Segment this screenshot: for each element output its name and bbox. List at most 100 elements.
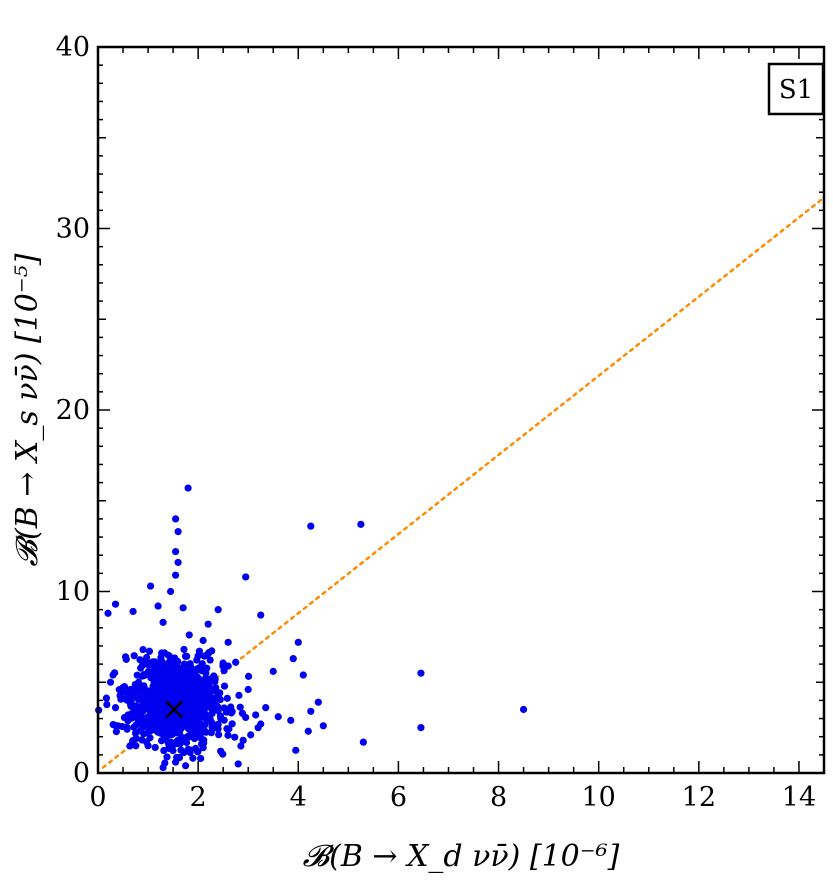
data-point — [304, 727, 312, 735]
data-point — [140, 698, 148, 707]
data-point — [200, 706, 208, 714]
x-tick-label: 0 — [89, 782, 106, 813]
x-axis-title: 𝓑(B → X_d νν̄) [10⁻⁶] — [303, 839, 620, 874]
data-point — [184, 484, 192, 492]
data-point — [257, 720, 265, 728]
data-point — [299, 671, 307, 679]
x-tick-label: 14 — [782, 782, 816, 813]
data-point — [224, 638, 232, 646]
data-point — [172, 739, 181, 747]
data-point — [193, 696, 201, 704]
data-point — [183, 709, 191, 717]
data-point — [172, 515, 180, 523]
data-point — [172, 723, 180, 731]
data-point — [319, 722, 327, 730]
data-point — [174, 717, 182, 725]
data-point — [130, 652, 138, 660]
data-point — [151, 678, 160, 686]
data-point — [244, 685, 252, 694]
data-point — [227, 709, 235, 717]
data-point — [188, 677, 196, 686]
data-point — [186, 660, 194, 668]
data-point — [231, 733, 239, 741]
data-point — [167, 681, 175, 689]
data-point — [130, 723, 138, 731]
data-point — [208, 674, 216, 682]
data-point — [206, 656, 214, 664]
data-point — [158, 649, 166, 657]
data-point — [121, 653, 130, 661]
data-point — [198, 660, 206, 668]
data-point — [112, 728, 120, 736]
data-point — [144, 742, 152, 750]
data-point — [163, 690, 172, 698]
data-point — [163, 753, 171, 761]
y-tick-label: 40 — [56, 32, 90, 63]
data-point — [200, 739, 208, 747]
data-point — [161, 678, 169, 686]
data-point — [189, 754, 197, 762]
data-point — [165, 741, 173, 749]
data-point — [165, 652, 173, 660]
data-point — [217, 747, 225, 755]
data-point — [519, 705, 528, 714]
data-point — [162, 684, 170, 692]
data-point — [140, 671, 148, 680]
y-tick-label: 20 — [56, 395, 90, 426]
data-point — [220, 682, 229, 690]
data-point — [216, 712, 225, 720]
data-point — [167, 587, 175, 596]
data-point — [102, 694, 111, 702]
data-point — [104, 609, 112, 617]
data-point — [136, 656, 144, 664]
data-point — [157, 668, 165, 676]
data-point — [174, 675, 182, 684]
data-point — [155, 702, 163, 710]
data-point — [140, 684, 148, 692]
data-point — [179, 734, 187, 742]
data-point — [237, 742, 245, 750]
panel-tag-label: S1 — [779, 75, 813, 105]
data-point — [357, 520, 365, 528]
data-point — [209, 704, 217, 713]
data-point — [169, 747, 177, 755]
data-point — [215, 731, 223, 739]
data-point — [417, 669, 425, 677]
data-point — [223, 694, 231, 702]
data-point — [180, 720, 188, 728]
data-point — [208, 720, 216, 728]
data-point — [224, 731, 232, 739]
data-point — [307, 707, 315, 715]
data-point — [160, 712, 168, 720]
data-point — [131, 685, 139, 693]
data-point — [294, 638, 302, 646]
data-point — [149, 704, 157, 712]
data-point — [244, 672, 253, 680]
data-point — [307, 522, 315, 530]
data-point — [188, 730, 196, 738]
central-marker-layer — [165, 700, 183, 719]
data-point — [121, 694, 130, 703]
x-tick-label: 10 — [582, 782, 616, 813]
data-point — [103, 700, 111, 709]
data-point — [149, 685, 158, 693]
data-point — [148, 660, 156, 668]
data-point — [159, 618, 167, 626]
data-point — [252, 711, 260, 719]
data-point — [143, 653, 151, 662]
x-tick-label: 2 — [190, 782, 207, 813]
data-point — [196, 724, 204, 733]
data-point — [160, 746, 168, 755]
data-point — [139, 645, 147, 654]
data-point — [171, 690, 180, 698]
data-point — [159, 763, 167, 772]
data-point — [158, 722, 167, 730]
data-point — [289, 655, 297, 663]
data-point — [239, 736, 247, 744]
data-point — [163, 717, 172, 725]
data-point — [214, 606, 222, 614]
data-point — [173, 729, 181, 737]
data-point — [138, 692, 146, 700]
